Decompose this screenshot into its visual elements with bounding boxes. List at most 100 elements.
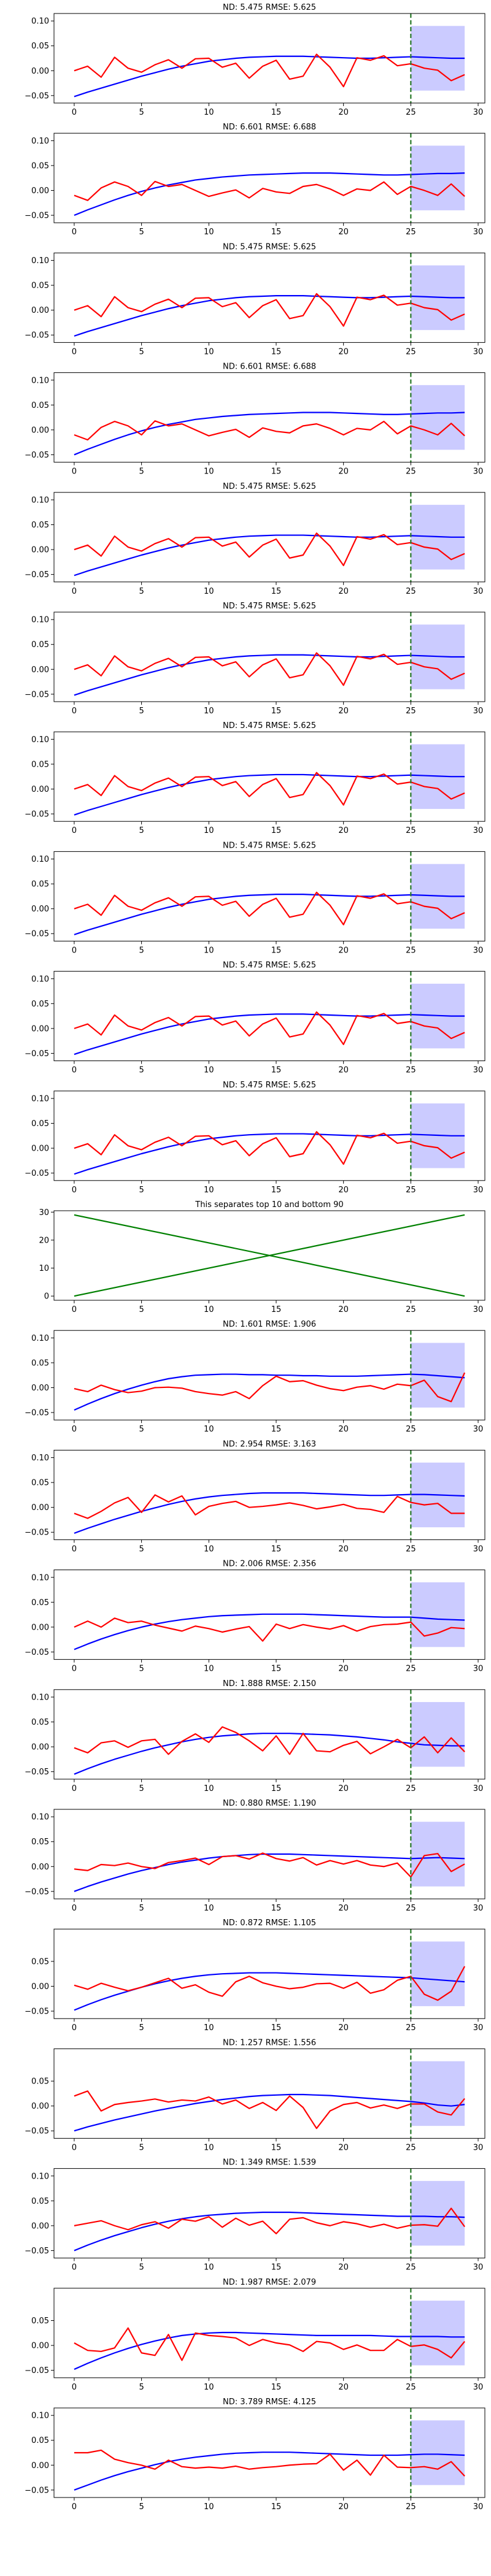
axes-frame xyxy=(53,611,485,702)
prediction-line xyxy=(74,534,465,577)
y-tick-label: 0.05 xyxy=(31,2077,49,2087)
panel-4: ND: 6.601 RMSE: 6.688 0 5 10 15 20 25 30 −0.05 0.… xyxy=(25,362,485,477)
x-tick-label: 30 xyxy=(473,1665,484,1674)
x-tick-label: 20 xyxy=(338,1066,349,1075)
actual-line xyxy=(74,532,465,567)
x-tick-label: 5 xyxy=(139,2502,144,2512)
actual-line xyxy=(74,1372,466,1403)
x-tick-label: 15 xyxy=(271,1904,282,1913)
x-tick-label: 30 xyxy=(473,108,484,117)
y-tick-label: 0.05 xyxy=(31,1838,49,1847)
panel-16: ND: 0.880 RMSE: 1.190 0 5 10 15 20 25 30 −0.05 0.… xyxy=(25,1799,485,1913)
prediction-line xyxy=(74,1013,465,1056)
axes-frame xyxy=(53,13,485,104)
x-tick-label: 25 xyxy=(406,467,416,477)
x-tick-label: 10 xyxy=(204,1904,214,1913)
x-tick-label: 5 xyxy=(139,2383,144,2392)
x-tick-label: 5 xyxy=(139,108,144,117)
x-tick-label: 30 xyxy=(473,2502,484,2512)
panel-14: ND: 2.006 RMSE: 2.356 0 5 10 15 20 25 30 −0.05 0.… xyxy=(25,1560,485,1674)
x-tick-label: 25 xyxy=(406,2143,416,2152)
x-tick-label: 20 xyxy=(338,707,349,716)
y-tick-label: 0.00 xyxy=(31,905,49,914)
y-tick-label: 0.05 xyxy=(31,2436,49,2445)
forecast-band xyxy=(411,2061,465,2126)
y-tick-label: 0.10 xyxy=(31,1454,49,1463)
actual-line xyxy=(74,1617,465,1642)
y-tick-label: 0.10 xyxy=(31,975,49,984)
forecast-band xyxy=(411,1702,465,1767)
y-tick-label: 0.00 xyxy=(31,67,49,76)
y-tick-label: 0.05 xyxy=(31,401,49,410)
y-tick-label: 10 xyxy=(39,1264,49,1273)
y-tick-label: 0.05 xyxy=(31,1479,49,1488)
y-tick-label: −0.05 xyxy=(25,930,49,939)
x-tick-label: 10 xyxy=(204,1665,214,1674)
panel-title: ND: 5.475 RMSE: 5.625 xyxy=(223,841,316,850)
panel-8: ND: 5.475 RMSE: 5.625 0 5 10 15 20 25 30 −0.05 0.… xyxy=(25,841,485,955)
x-tick-label: 0 xyxy=(72,1425,77,1434)
x-tick-label: 30 xyxy=(473,1904,484,1913)
forecast-band xyxy=(411,1582,465,1647)
x-tick-label: 20 xyxy=(338,587,349,596)
x-tick-label: 5 xyxy=(139,1904,144,1913)
x-tick-label: 10 xyxy=(204,826,214,835)
prediction-line xyxy=(74,2211,465,2252)
y-tick-label: −0.05 xyxy=(25,2007,49,2017)
x-tick-label: 25 xyxy=(406,2502,416,2512)
axes-frame xyxy=(53,1689,485,1780)
y-tick-label: 0.00 xyxy=(31,1623,49,1632)
y-tick-label: 0.00 xyxy=(31,1144,49,1154)
x-tick-label: 5 xyxy=(139,2143,144,2152)
y-tick-label: 0.05 xyxy=(31,760,49,769)
x-tick-label: 25 xyxy=(406,2263,416,2272)
x-tick-label: 5 xyxy=(139,1425,144,1434)
y-tick-label: −0.05 xyxy=(25,1409,49,1418)
x-tick-label: 20 xyxy=(338,2143,349,2152)
y-tick-label: 0.10 xyxy=(31,616,49,625)
x-tick-label: 5 xyxy=(139,826,144,835)
forecast-band xyxy=(411,2180,465,2246)
x-tick-label: 30 xyxy=(473,347,484,356)
axes-frame xyxy=(53,2288,485,2379)
panel-title: ND: 2.006 RMSE: 2.356 xyxy=(223,1560,316,1569)
panel-title: ND: 5.475 RMSE: 5.625 xyxy=(223,961,316,970)
prediction-line xyxy=(74,295,465,337)
x-tick-label: 15 xyxy=(271,347,282,356)
x-tick-label: 15 xyxy=(271,2143,282,2152)
axes-frame xyxy=(53,2407,485,2498)
y-tick-label: 0.00 xyxy=(31,1024,49,1033)
axes-frame xyxy=(53,1449,485,1540)
x-tick-label: 25 xyxy=(406,1904,416,1913)
y-tick-label: 0.10 xyxy=(31,1573,49,1582)
axes-frame xyxy=(53,132,485,223)
x-tick-label: 15 xyxy=(271,2502,282,2512)
prediction-line xyxy=(74,1133,465,1175)
x-tick-label: 10 xyxy=(204,707,214,716)
x-tick-label: 0 xyxy=(72,2143,77,2152)
x-tick-label: 20 xyxy=(338,1665,349,1674)
x-tick-label: 15 xyxy=(271,1425,282,1434)
x-tick-label: 20 xyxy=(338,2502,349,2512)
panel-6: ND: 5.475 RMSE: 5.625 0 5 10 15 20 25 30 −0.05 0.… xyxy=(25,602,485,716)
x-tick-label: 25 xyxy=(406,587,416,596)
x-tick-label: 15 xyxy=(271,2263,282,2272)
y-tick-label: −0.05 xyxy=(25,331,49,340)
y-tick-label: −0.05 xyxy=(25,2366,49,2375)
y-tick-label: 0.00 xyxy=(31,546,49,555)
x-tick-label: 5 xyxy=(139,1665,144,1674)
x-tick-label: 30 xyxy=(473,826,484,835)
x-tick-label: 10 xyxy=(204,587,214,596)
y-tick-label: 0.05 xyxy=(31,1359,49,1368)
actual-line xyxy=(74,891,465,926)
x-tick-label: 0 xyxy=(72,228,77,237)
prediction-line xyxy=(74,1853,465,1892)
y-tick-label: −0.05 xyxy=(25,1528,49,1538)
axes-frame xyxy=(53,1928,485,2019)
x-tick-label: 30 xyxy=(473,1066,484,1075)
x-tick-label: 25 xyxy=(406,1425,416,1434)
x-tick-label: 20 xyxy=(338,2383,349,2392)
x-tick-label: 25 xyxy=(406,1305,416,1314)
panel-21: ND: 3.789 RMSE: 4.125 0 5 10 15 20 25 30 −0.05 0.… xyxy=(25,2398,485,2512)
x-tick-label: 0 xyxy=(72,2383,77,2392)
